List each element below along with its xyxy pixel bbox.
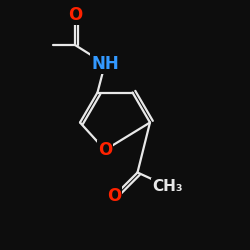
Text: NH: NH	[91, 55, 119, 73]
Text: O: O	[68, 6, 82, 24]
Text: O: O	[98, 141, 112, 159]
Text: O: O	[106, 187, 121, 205]
Text: CH₃: CH₃	[152, 179, 183, 194]
